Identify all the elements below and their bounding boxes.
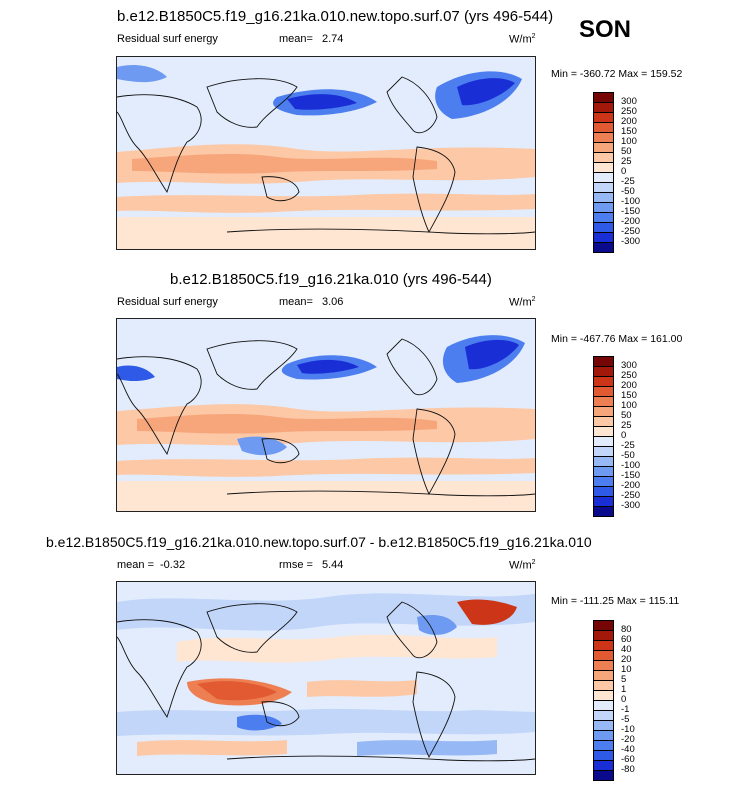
- panel-2-tick: 25: [621, 420, 632, 431]
- panel-3-tick: 80: [621, 624, 632, 635]
- panel-3-mean-value: -0.32: [160, 559, 186, 571]
- panel-1-minmax: Min = -360.72 Max = 159.52: [551, 68, 683, 80]
- panel-2-mean-label: mean=: [279, 296, 313, 308]
- panel-3-map: [116, 581, 536, 775]
- panel-1-tick: 250: [621, 106, 637, 117]
- panel-3-minmax: Min = -111.25 Max = 115.11: [551, 595, 680, 607]
- panel-2-tick: 0: [621, 430, 627, 441]
- panel-1-mean-value: 2.74: [322, 33, 344, 45]
- panel-2-map: [116, 318, 536, 512]
- panel-2-tick: -200: [621, 480, 641, 491]
- panel-1-tick: 100: [621, 136, 637, 147]
- panel-2-tick: 50: [621, 410, 632, 421]
- panel-2-tick: 300: [621, 360, 637, 371]
- panel-2-tick: -100: [621, 460, 641, 471]
- panel-1-tick: -300: [621, 236, 641, 247]
- panel-1-title: b.e12.B1850C5.f19_g16.21ka.010.new.topo.…: [117, 8, 554, 25]
- panel-3-tick: -40: [621, 744, 635, 755]
- panel-2-tick: -150: [621, 470, 641, 481]
- panel-3-tick: 20: [621, 654, 632, 665]
- panel-3-tick: 5: [621, 674, 627, 685]
- panel-1-variable-label: Residual surf energy: [117, 33, 218, 45]
- panel-3-tick: -60: [621, 754, 635, 765]
- panel-2-tick: -300: [621, 500, 641, 511]
- panel-1-tick: 50: [621, 146, 632, 157]
- panel-1-tick: 0: [621, 166, 627, 177]
- panel-2-swatch: [593, 506, 614, 517]
- panel-1-tick: -50: [621, 186, 635, 197]
- panel-1-map: [116, 56, 536, 250]
- panel-2-title: b.e12.B1850C5.f19_g16.21ka.010 (yrs 496-…: [170, 271, 492, 288]
- panel-3-tick: 0: [621, 694, 627, 705]
- panel-1-tick: 150: [621, 126, 637, 137]
- panel-3-tick: 10: [621, 664, 632, 675]
- panel-3-tick: -5: [621, 714, 630, 725]
- panel-2-units: W/m2: [509, 296, 536, 309]
- panel-2-tick: 250: [621, 370, 637, 381]
- panel-3-mean-label: mean =: [117, 559, 154, 571]
- panel-3-tick: 1: [621, 684, 627, 695]
- panel-3-rmse-value: 5.44: [322, 559, 344, 571]
- panel-3-tick: 40: [621, 644, 632, 655]
- panel-1-swatch: [593, 242, 614, 253]
- panel-1-units: W/m2: [509, 33, 536, 46]
- panel-2-tick: -25: [621, 440, 635, 451]
- panel-2-variable-label: Residual surf energy: [117, 296, 218, 308]
- panel-3-tick: -20: [621, 734, 635, 745]
- panel-3-title: b.e12.B1850C5.f19_g16.21ka.010.new.topo.…: [46, 534, 592, 550]
- panel-1-tick: -100: [621, 196, 641, 207]
- panel-1-tick: -25: [621, 176, 635, 187]
- season-label: SON: [579, 16, 632, 43]
- panel-3-tick: -1: [621, 704, 630, 715]
- panel-3-tick: -10: [621, 724, 635, 735]
- panel-1-tick: -150: [621, 206, 641, 217]
- panel-1-tick: 200: [621, 116, 637, 127]
- panel-1-mean-label: mean=: [279, 33, 313, 45]
- panel-2-tick: 150: [621, 390, 637, 401]
- panel-2-tick: 200: [621, 380, 637, 391]
- panel-2-minmax: Min = -467.76 Max = 161.00: [551, 333, 683, 345]
- panel-3-tick: 60: [621, 634, 632, 645]
- panel-3-swatch: [593, 770, 614, 781]
- panel-1-tick: -250: [621, 226, 641, 237]
- panel-1-tick: 300: [621, 96, 637, 107]
- panel-3-rmse-label: rmse =: [279, 559, 313, 571]
- panel-3-tick: -80: [621, 764, 635, 775]
- panel-1-tick: 25: [621, 156, 632, 167]
- panel-1-tick: -200: [621, 216, 641, 227]
- panel-2-mean-value: 3.06: [322, 296, 344, 308]
- panel-2-tick: -250: [621, 490, 641, 501]
- panel-2-tick: 100: [621, 400, 637, 411]
- panel-2-tick: -50: [621, 450, 635, 461]
- panel-3-units: W/m2: [509, 559, 536, 572]
